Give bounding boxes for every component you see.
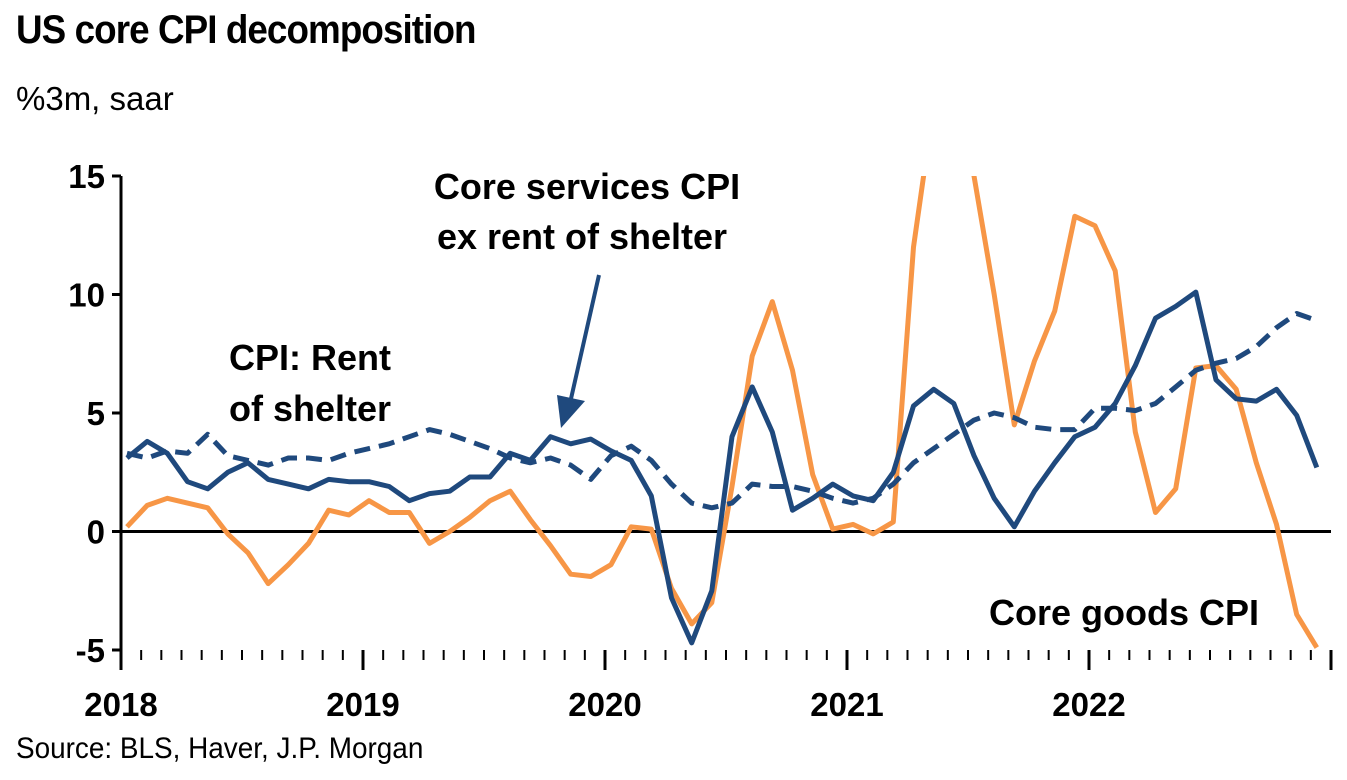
annotation-arrow-shaft — [566, 274, 601, 413]
y-tick-label: 5 — [87, 395, 105, 432]
series-core-goods — [125, 176, 1319, 649]
y-tick-label: 15 — [68, 158, 105, 195]
series-core-services-ex-rent — [125, 289, 1320, 646]
x-tick-label: 2018 — [84, 686, 157, 723]
x-tick-label: 2020 — [568, 686, 641, 723]
x-tick-label: 2021 — [810, 686, 883, 723]
y-tick-label: 10 — [68, 277, 105, 314]
annotation-services-line2: ex rent of shelter — [437, 216, 727, 257]
annotation-goods: Core goods CPI — [989, 592, 1259, 633]
annotations: Core services CPI ex rent of shelter CPI… — [229, 166, 1259, 633]
y-tick-label: -5 — [76, 632, 105, 669]
x-tick-label: 2022 — [1052, 686, 1125, 723]
chart-title: US core CPI decomposition — [16, 8, 476, 52]
y-tick-label: 0 — [87, 514, 105, 551]
series-lines — [125, 176, 1320, 649]
source-note: Source: BLS, Haver, J.P. Morgan — [16, 732, 424, 765]
annotation-rent-line2: of shelter — [229, 388, 391, 429]
x-tick-label: 2019 — [326, 686, 399, 723]
annotation-arrow-head — [557, 395, 585, 428]
chart-subtitle: %3m, saar — [16, 80, 174, 117]
annotation-services-line1: Core services CPI — [434, 166, 740, 207]
y-axis: -5 0 5 10 15 — [68, 158, 123, 669]
annotation-rent-line1: CPI: Rent — [229, 337, 391, 378]
